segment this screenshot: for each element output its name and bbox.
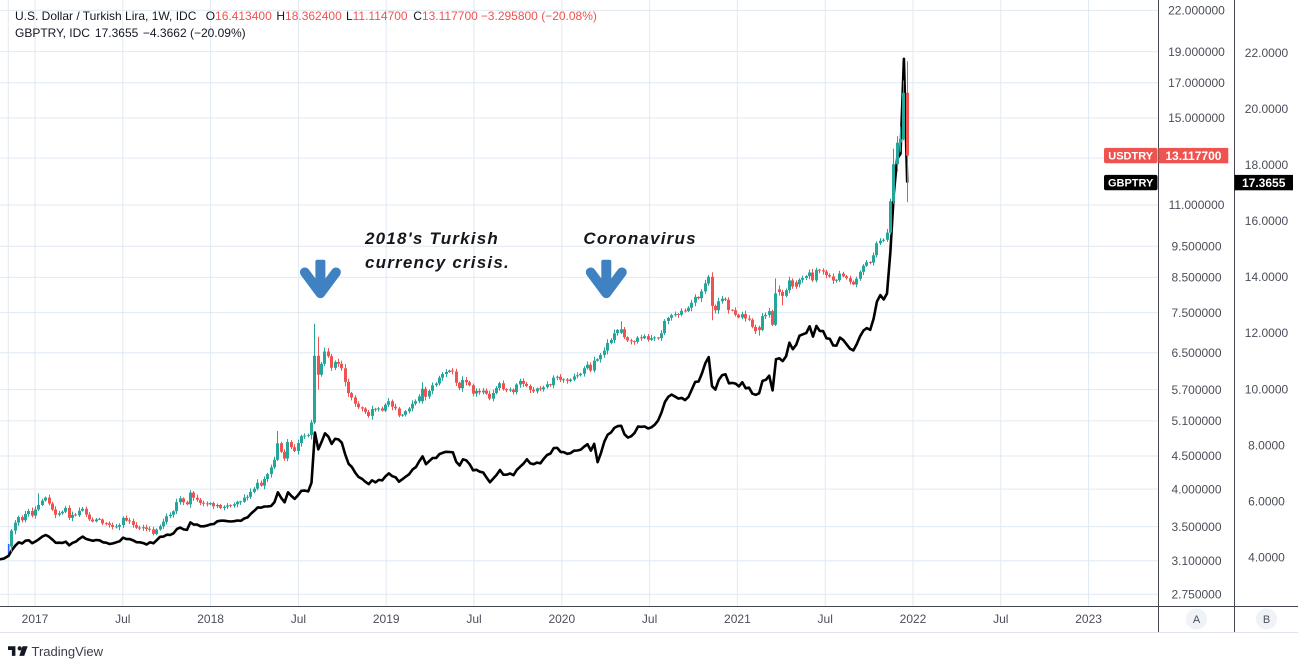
svg-text:Jul: Jul [642, 612, 657, 626]
svg-text:USDTRY: USDTRY [1108, 151, 1153, 163]
svg-text:2023: 2023 [1075, 612, 1102, 626]
svg-text:Jul: Jul [466, 612, 481, 626]
svg-text:4.500000: 4.500000 [1171, 449, 1221, 463]
svg-text:3.100000: 3.100000 [1171, 554, 1221, 568]
svg-text:2021: 2021 [724, 612, 751, 626]
svg-text:16.0000: 16.0000 [1245, 214, 1289, 228]
svg-text:6.0000: 6.0000 [1248, 495, 1285, 509]
svg-text:11.000000: 11.000000 [1169, 198, 1225, 212]
svg-text:3.500000: 3.500000 [1171, 520, 1221, 534]
svg-text:18.0000: 18.0000 [1245, 158, 1289, 172]
svg-text:GBPTRY: GBPTRY [1108, 178, 1154, 190]
svg-text:2.750000: 2.750000 [1171, 588, 1221, 602]
svg-text:Jul: Jul [115, 612, 130, 626]
svg-text:Jul: Jul [993, 612, 1008, 626]
svg-text:20.0000: 20.0000 [1245, 102, 1289, 116]
svg-text:Jul: Jul [291, 612, 306, 626]
svg-text:10.0000: 10.0000 [1245, 382, 1289, 396]
svg-text:19.000000: 19.000000 [1168, 45, 1225, 59]
svg-text:2020: 2020 [548, 612, 575, 626]
svg-text:A: A [1193, 614, 1201, 626]
svg-text:7.500000: 7.500000 [1171, 306, 1221, 320]
svg-text:2022: 2022 [900, 612, 927, 626]
svg-text:8.500000: 8.500000 [1171, 271, 1221, 285]
svg-text:5.700000: 5.700000 [1171, 383, 1221, 397]
svg-text:4.0000: 4.0000 [1248, 551, 1285, 565]
svg-text:9.500000: 9.500000 [1171, 239, 1221, 253]
svg-text:17.000000: 17.000000 [1168, 76, 1225, 90]
svg-text:22.0000: 22.0000 [1245, 46, 1289, 60]
svg-text:2017: 2017 [22, 612, 49, 626]
svg-text:Jul: Jul [818, 612, 833, 626]
svg-text:6.500000: 6.500000 [1171, 346, 1221, 360]
svg-text:15.000000: 15.000000 [1168, 111, 1225, 125]
svg-text:12.0000: 12.0000 [1245, 326, 1289, 340]
svg-text:2018: 2018 [197, 612, 224, 626]
svg-text:22.000000: 22.000000 [1168, 4, 1225, 18]
svg-text:5.100000: 5.100000 [1171, 414, 1221, 428]
svg-text:13.117700: 13.117700 [1165, 149, 1221, 163]
svg-text:17.3655: 17.3655 [1242, 176, 1286, 190]
svg-text:B: B [1263, 614, 1270, 626]
svg-text:8.0000: 8.0000 [1248, 438, 1285, 452]
svg-text:2019: 2019 [373, 612, 400, 626]
svg-text:4.000000: 4.000000 [1171, 482, 1221, 496]
svg-text:14.0000: 14.0000 [1245, 270, 1289, 284]
